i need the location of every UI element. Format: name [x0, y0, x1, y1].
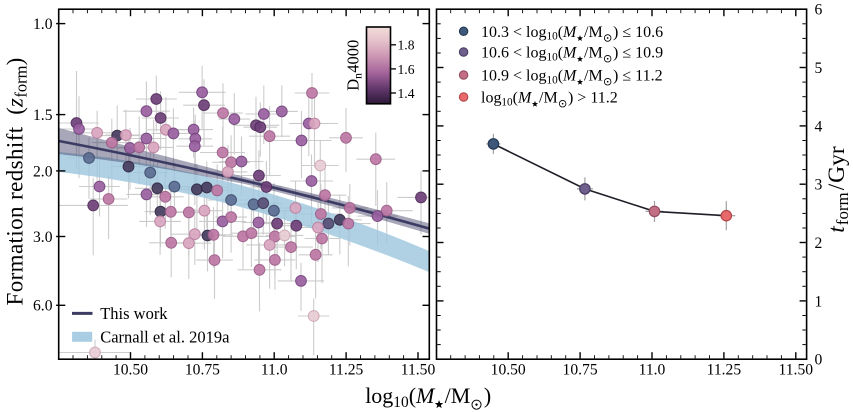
svg-text:n: n	[353, 73, 365, 79]
svg-text:M: M	[589, 68, 603, 85]
svg-text:Formation redshift: Formation redshift	[3, 126, 28, 305]
svg-text:11.50: 11.50	[779, 362, 814, 379]
svg-text:≤ 10.6: ≤ 10.6	[618, 24, 663, 41]
svg-text:1.0: 1.0	[33, 16, 53, 33]
svg-text:Gyr: Gyr	[824, 146, 850, 183]
svg-text:D: D	[344, 79, 363, 91]
svg-text:M: M	[562, 45, 578, 62]
svg-text:10: 10	[547, 51, 559, 63]
svg-text:1.5: 1.5	[33, 107, 53, 124]
svg-text:11.25: 11.25	[329, 362, 364, 379]
svg-text:3.0: 3.0	[33, 229, 53, 246]
svg-text:10.9 <: 10.9 <	[481, 68, 522, 85]
svg-text:M: M	[562, 68, 578, 85]
svg-text:): )	[3, 58, 28, 66]
svg-text:10: 10	[547, 31, 559, 43]
svg-text:10.6 <: 10.6 <	[481, 45, 522, 62]
svg-text:form: form	[833, 192, 852, 225]
svg-text:≤ 11.2: ≤ 11.2	[618, 68, 662, 85]
svg-text:log: log	[365, 383, 393, 408]
svg-text:/: /	[584, 68, 589, 85]
svg-text:M: M	[589, 45, 603, 62]
svg-text:1.4: 1.4	[398, 86, 415, 101]
svg-text:0: 0	[815, 352, 823, 369]
svg-text:Carnall et al. 2019a: Carnall et al. 2019a	[100, 327, 230, 346]
svg-text:> 11.2: > 11.2	[573, 90, 617, 107]
svg-text:log: log	[526, 68, 546, 85]
svg-text:1.8: 1.8	[398, 38, 415, 53]
svg-text:form: form	[12, 65, 31, 97]
svg-text:10: 10	[547, 74, 559, 86]
svg-text:10: 10	[393, 394, 409, 411]
svg-text:(: (	[558, 68, 563, 85]
svg-text:): )	[613, 68, 618, 85]
svg-text:log: log	[526, 24, 546, 41]
svg-text:log: log	[481, 90, 501, 107]
svg-text:/: /	[445, 383, 452, 408]
svg-text:2: 2	[815, 235, 823, 252]
svg-text:/: /	[539, 90, 544, 107]
svg-text:10.50: 10.50	[491, 362, 526, 379]
svg-text:(: (	[3, 107, 28, 115]
svg-text:(: (	[513, 90, 518, 107]
svg-text:log: log	[526, 45, 546, 62]
svg-text:This work: This work	[100, 304, 168, 323]
svg-text:≤ 10.9: ≤ 10.9	[618, 45, 663, 62]
svg-text:(: (	[558, 45, 563, 62]
svg-text:M: M	[544, 90, 558, 107]
svg-text:M: M	[589, 24, 603, 41]
svg-text:11.0: 11.0	[261, 362, 288, 379]
svg-text:2.0: 2.0	[33, 163, 53, 180]
svg-text:z: z	[3, 98, 28, 108]
svg-text:10.75: 10.75	[185, 362, 220, 379]
svg-text:(: (	[558, 24, 563, 41]
svg-text:(: (	[409, 383, 416, 408]
svg-text:1.6: 1.6	[398, 62, 415, 77]
svg-text:M: M	[517, 90, 533, 107]
svg-text:/: /	[584, 24, 589, 41]
svg-text:): )	[613, 45, 618, 62]
svg-text:10.75: 10.75	[563, 362, 598, 379]
svg-text:/: /	[824, 183, 850, 190]
svg-text:4000: 4000	[344, 40, 363, 73]
svg-text:M: M	[415, 383, 436, 408]
svg-text:4: 4	[815, 118, 823, 135]
svg-text:10.3 <: 10.3 <	[481, 24, 522, 41]
svg-text:10.50: 10.50	[113, 362, 148, 379]
svg-text:5: 5	[815, 60, 823, 77]
svg-text:6: 6	[815, 2, 823, 19]
svg-text:11.0: 11.0	[639, 362, 666, 379]
svg-text:10: 10	[501, 96, 513, 108]
svg-text:M: M	[562, 24, 578, 41]
svg-text:): )	[484, 383, 491, 408]
svg-text:): )	[568, 90, 573, 107]
svg-text:11.25: 11.25	[707, 362, 742, 379]
svg-text:6.0: 6.0	[33, 298, 53, 315]
svg-text:1: 1	[815, 293, 823, 310]
svg-text:): )	[613, 24, 618, 41]
svg-text:M: M	[451, 383, 471, 408]
svg-text:t: t	[824, 226, 850, 233]
svg-text:3: 3	[815, 177, 823, 194]
svg-text:/: /	[584, 45, 589, 62]
svg-text:11.50: 11.50	[401, 362, 436, 379]
